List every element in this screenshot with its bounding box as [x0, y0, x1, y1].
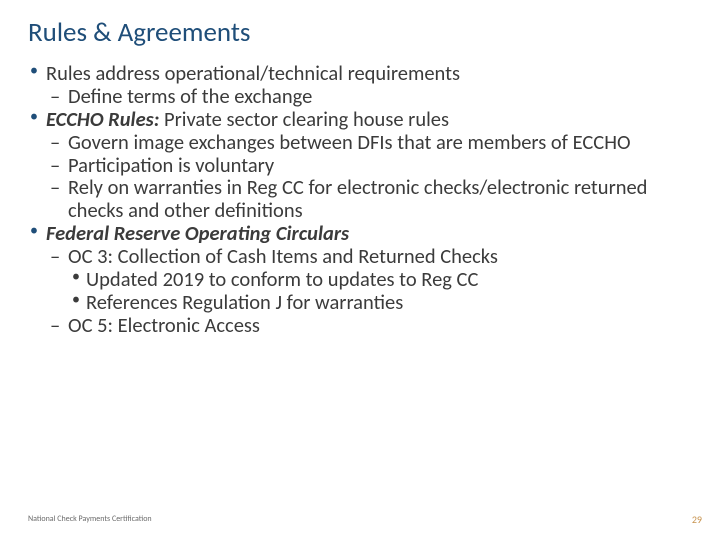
- page-number: 29: [692, 513, 702, 526]
- footer-text: National Check Payments Certification: [28, 514, 152, 524]
- bullet-level2: Govern image exchanges between DFIs that…: [28, 131, 692, 154]
- bullet-level2: OC 3: Collection of Cash Items and Retur…: [28, 245, 692, 268]
- bullet-level3: Updated 2019 to conform to updates to Re…: [28, 268, 692, 291]
- bullet-level1: Rules address operational/technical requ…: [28, 62, 692, 85]
- bullet-level2: Participation is voluntary: [28, 154, 692, 177]
- bullet-level2: Rely on warranties in Reg CC for electro…: [28, 176, 692, 222]
- slide-body: Rules address operational/technical requ…: [28, 62, 692, 337]
- bullet-level1: Federal Reserve Operating Circulars: [28, 222, 692, 245]
- slide: Rules & Agreements Rules address operati…: [0, 0, 720, 540]
- bullet-level1: ECCHO Rules: Private sector clearing hou…: [28, 108, 692, 131]
- bullet-level3: References Regulation J for warranties: [28, 291, 692, 314]
- bullet-level2: OC 5: Electronic Access: [28, 314, 692, 337]
- slide-title: Rules & Agreements: [28, 18, 692, 48]
- text-run: Private sector clearing house rules: [159, 106, 449, 132]
- bullet-level2: Define terms of the exchange: [28, 85, 692, 108]
- bold-italic-run: ECCHO Rules:: [46, 106, 159, 132]
